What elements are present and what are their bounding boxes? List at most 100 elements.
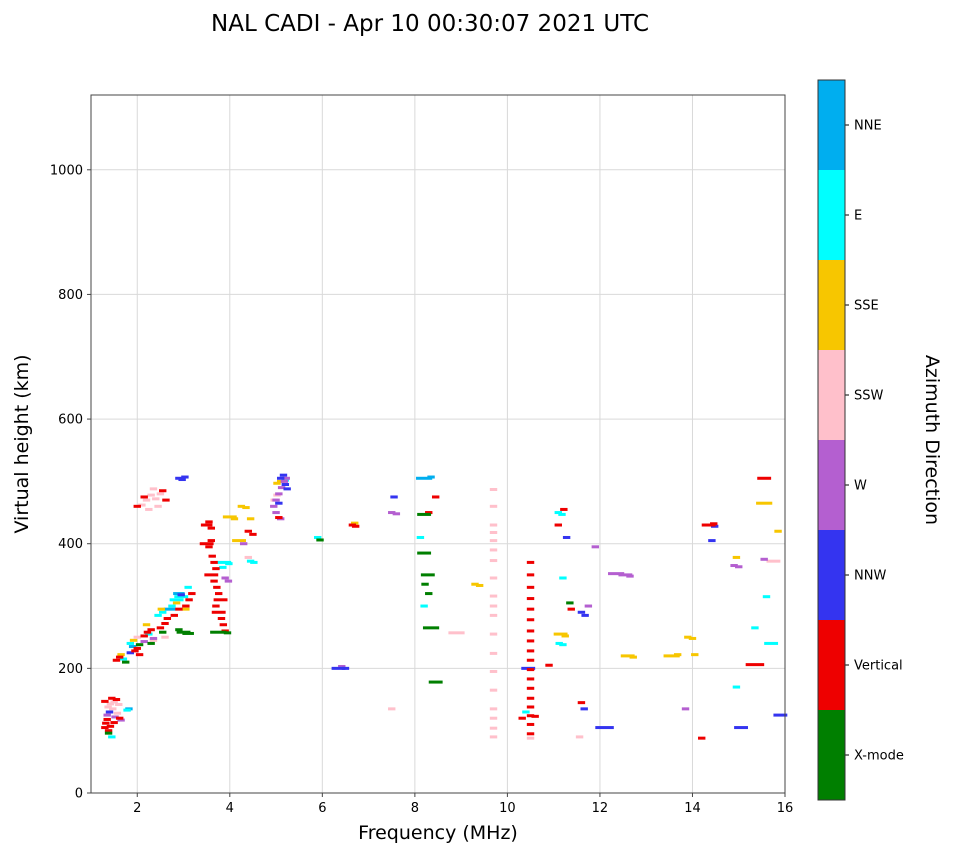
data-point (159, 489, 167, 493)
data-point (103, 713, 111, 717)
data-point (275, 516, 283, 520)
colorbar-segment (818, 710, 845, 800)
data-point (149, 638, 158, 642)
data-point (489, 735, 498, 739)
data-point (766, 559, 781, 563)
data-point (526, 573, 535, 577)
data-point (275, 501, 283, 505)
x-tick-label: 10 (499, 801, 516, 816)
data-point (208, 554, 216, 558)
data-point (207, 526, 215, 530)
colorbar-segment (818, 170, 845, 260)
data-point (489, 613, 498, 617)
data-point (591, 545, 600, 549)
data-point (417, 512, 432, 516)
data-point (526, 668, 535, 672)
data-point (178, 478, 186, 482)
data-point (595, 726, 614, 730)
data-point (213, 598, 228, 602)
data-point (219, 565, 227, 569)
data-point (526, 629, 535, 633)
data-point (224, 579, 233, 583)
data-point (147, 628, 155, 632)
data-point (526, 722, 535, 726)
data-point (152, 497, 160, 501)
data-point (629, 655, 637, 659)
data-point (237, 504, 246, 508)
data-point (103, 717, 111, 721)
data-point (174, 595, 189, 599)
y-tick-label: 1000 (50, 163, 83, 178)
x-tick-label: 12 (592, 801, 609, 816)
data-point (448, 631, 465, 635)
data-point (147, 493, 155, 497)
data-point (620, 654, 635, 658)
data-point (154, 613, 162, 617)
data-point (314, 535, 322, 539)
data-point (101, 726, 109, 730)
data-point (204, 573, 219, 577)
data-point (133, 646, 141, 650)
axes: 2 4 6 8 10 12 14 16 0 200 400 600 800 1000 (50, 94, 794, 816)
data-point (138, 503, 146, 507)
data-point (211, 610, 226, 614)
data-point (735, 565, 743, 569)
data-point (756, 501, 773, 505)
data-point (104, 731, 113, 735)
data-point (420, 604, 428, 608)
data-point (351, 524, 360, 528)
y-tick-label: 400 (58, 537, 83, 552)
data-point (222, 515, 237, 519)
data-point (199, 542, 214, 546)
data-point (608, 572, 625, 576)
data-point (762, 595, 771, 599)
data-point (518, 716, 526, 720)
data-point (734, 726, 748, 730)
x-tick-label: 6 (318, 801, 326, 816)
data-point (489, 726, 498, 730)
data-point (489, 707, 498, 711)
data-point (584, 604, 593, 608)
data-point (526, 607, 535, 611)
data-point (205, 520, 213, 524)
data-point (182, 631, 194, 635)
x-tick-label: 16 (777, 801, 794, 816)
data-point (250, 560, 258, 564)
colorbar-tick-label: SSW (854, 389, 884, 404)
data-point (388, 707, 396, 711)
data-point (213, 585, 221, 589)
data-point (157, 607, 166, 611)
data-point (710, 522, 718, 526)
data-point (109, 707, 117, 711)
data-point (561, 634, 569, 638)
chart-title: NAL CADI - Apr 10 00:30:07 2021 UTC (211, 11, 649, 37)
data-point (239, 542, 248, 546)
data-point (106, 702, 115, 706)
data-point (272, 498, 280, 502)
data-point (392, 512, 401, 516)
data-point (684, 635, 692, 639)
data-point (159, 630, 167, 634)
data-point (108, 696, 116, 700)
data-point (489, 576, 498, 580)
data-point (681, 707, 690, 711)
data-point (526, 677, 535, 681)
data-point (217, 617, 226, 620)
data-point (232, 539, 246, 543)
data-point (526, 686, 535, 690)
data-point (618, 573, 633, 577)
data-point (205, 545, 213, 549)
data-point (531, 714, 539, 718)
data-point (110, 700, 118, 704)
data-point (526, 658, 535, 662)
data-point (181, 475, 189, 479)
data-point (121, 660, 130, 664)
data-point (730, 564, 738, 568)
data-point (214, 592, 223, 596)
data-point (554, 511, 562, 515)
y-tick-label: 800 (58, 288, 83, 303)
data-point (162, 498, 170, 502)
data-point (156, 626, 165, 630)
data-point (316, 538, 324, 542)
